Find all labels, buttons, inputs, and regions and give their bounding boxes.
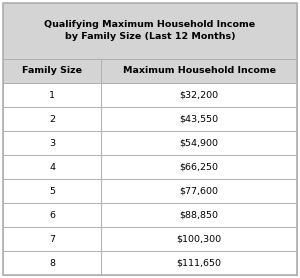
Bar: [3, 179, 101, 203]
Bar: [3, 83, 101, 107]
Bar: [3, 3, 297, 59]
Bar: [3, 155, 101, 179]
Text: Qualifying Maximum Household Income
by Family Size (Last 12 Months): Qualifying Maximum Household Income by F…: [44, 20, 256, 41]
Bar: [101, 107, 297, 131]
Bar: [3, 59, 101, 83]
Bar: [101, 251, 297, 275]
Text: Maximum Household Income: Maximum Household Income: [123, 66, 276, 75]
Text: $43,550: $43,550: [180, 115, 219, 124]
Bar: [101, 131, 297, 155]
Text: 3: 3: [49, 139, 55, 148]
Bar: [101, 83, 297, 107]
Text: $88,850: $88,850: [180, 211, 219, 220]
Text: 2: 2: [49, 115, 55, 124]
Text: 1: 1: [49, 91, 55, 100]
Text: Family Size: Family Size: [22, 66, 82, 75]
Bar: [3, 227, 101, 251]
Bar: [101, 203, 297, 227]
Text: $54,900: $54,900: [180, 139, 219, 148]
Bar: [3, 203, 101, 227]
Text: 4: 4: [49, 163, 55, 172]
Text: $66,250: $66,250: [180, 163, 219, 172]
Bar: [101, 227, 297, 251]
Text: 6: 6: [49, 211, 55, 220]
Text: $32,200: $32,200: [180, 91, 219, 100]
Text: 8: 8: [49, 259, 55, 268]
Text: $77,600: $77,600: [180, 187, 219, 196]
Text: 7: 7: [49, 235, 55, 244]
Bar: [101, 179, 297, 203]
Bar: [3, 251, 101, 275]
Text: $111,650: $111,650: [177, 259, 222, 268]
Bar: [101, 155, 297, 179]
Bar: [101, 59, 297, 83]
Bar: [3, 131, 101, 155]
Text: 5: 5: [49, 187, 55, 196]
Text: $100,300: $100,300: [177, 235, 222, 244]
Bar: [3, 107, 101, 131]
